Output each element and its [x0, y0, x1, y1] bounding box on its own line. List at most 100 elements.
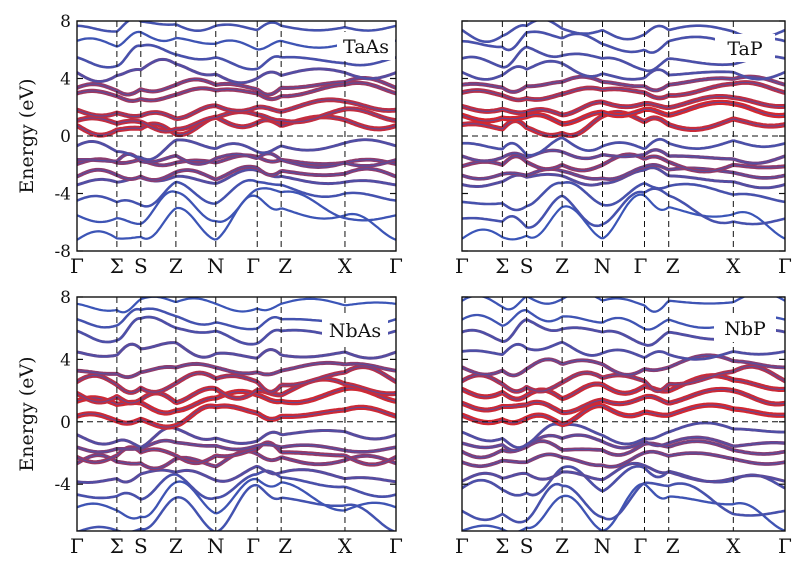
- y-tick-label: 8: [60, 288, 71, 308]
- kpoint-label: X: [338, 254, 353, 278]
- band-line-core: [77, 378, 396, 404]
- band-lines: [462, 297, 785, 531]
- band-line-core: [462, 388, 785, 414]
- band-line-core: [78, 484, 395, 531]
- kpoint-label: Z: [278, 534, 292, 558]
- band-line-core: [462, 375, 785, 400]
- band-line-core: [77, 405, 396, 428]
- kpoint-label: Γ: [246, 534, 260, 558]
- band-line-core: [462, 341, 785, 360]
- band-line-core: [77, 139, 396, 161]
- band-line: [77, 425, 396, 449]
- band-line-core: [462, 404, 785, 425]
- kpoint-label: Γ: [455, 254, 469, 278]
- band-line-core: [77, 426, 396, 448]
- axes-frame: [461, 296, 786, 532]
- y-axis-title: Energy (eV): [16, 78, 38, 193]
- band-line-core: [462, 164, 785, 180]
- y-tick-label: -8: [54, 242, 71, 262]
- kpoint-label: Γ: [634, 534, 648, 558]
- band-line-core: [77, 187, 396, 225]
- band-line-core: [462, 21, 785, 43]
- band-line-core: [462, 482, 785, 523]
- kpoint-label: Γ: [70, 534, 84, 558]
- band-line-core: [462, 46, 785, 72]
- band-line: [462, 464, 785, 497]
- kpoint-label: S: [134, 254, 148, 278]
- kpoint-label: S: [520, 254, 534, 278]
- band-line-core: [462, 354, 785, 376]
- material-label-box: [714, 314, 776, 342]
- band-line-core: [462, 167, 785, 189]
- material-label-box: [322, 316, 388, 344]
- band-line-core: [462, 465, 785, 496]
- kpoint-label: Σ: [495, 254, 509, 278]
- band-line-core: [77, 465, 396, 484]
- y-tick-label: 4: [60, 350, 71, 370]
- band-line-core: [462, 181, 785, 211]
- y-tick-label: 0: [60, 413, 71, 433]
- band-line-core: [462, 194, 785, 240]
- y-axis-title: Energy (eV): [16, 356, 38, 471]
- kpoint-label: X: [726, 534, 741, 558]
- band-line-core: [77, 470, 396, 500]
- kpoint-label: Γ: [778, 534, 792, 558]
- band-line-core: [77, 440, 396, 453]
- material-label-box: [715, 34, 775, 62]
- kpoint-label: S: [520, 534, 534, 558]
- kpoint-label: Γ: [389, 254, 403, 278]
- material-label-box: [337, 32, 395, 60]
- kpoint-label: N: [594, 534, 612, 558]
- band-line-core: [77, 297, 396, 313]
- band-line-core: [77, 44, 396, 70]
- kpoint-label: N: [207, 534, 225, 558]
- band-line-core: [77, 166, 396, 181]
- kpoint-label: X: [726, 254, 741, 278]
- band-line: [462, 180, 785, 212]
- band-line-core: [77, 342, 396, 359]
- kpoint-label: Z: [169, 534, 183, 558]
- band-line-core: [462, 422, 785, 449]
- kpoint-label: Z: [278, 254, 292, 278]
- kpoint-label: Γ: [634, 254, 648, 278]
- band-line-core: [462, 60, 785, 80]
- band-line-core: [462, 434, 785, 452]
- band-line-core: [462, 137, 785, 156]
- material-label: TaAs: [343, 36, 389, 58]
- kpoint-label: Z: [169, 254, 183, 278]
- y-tick-label: 4: [60, 70, 71, 90]
- band-line-core: [77, 478, 396, 519]
- y-tick-label: 0: [60, 127, 71, 147]
- material-label: TaP: [727, 38, 763, 60]
- band-line-core: [462, 149, 785, 164]
- band-line-core: [462, 297, 785, 313]
- kpoint-label: Σ: [110, 534, 124, 558]
- material-label: NbP: [724, 318, 766, 340]
- band-line-core: [462, 462, 785, 483]
- band-line-core: [462, 81, 785, 101]
- band-lines: [77, 21, 396, 241]
- kpoint-label: Γ: [389, 534, 403, 558]
- kpoint-label: Σ: [495, 534, 509, 558]
- band-lines: [462, 21, 785, 241]
- kpoint-label: Z: [555, 254, 569, 278]
- material-label: NbAs: [329, 320, 381, 342]
- band-line-core: [77, 366, 396, 394]
- band-line-core: [462, 483, 785, 531]
- axes-frame: [76, 296, 397, 532]
- band-line: [77, 341, 396, 360]
- kpoint-label: Γ: [246, 254, 260, 278]
- kpoint-label: Γ: [778, 254, 792, 278]
- kpoint-label: N: [594, 254, 612, 278]
- band-line-core: [77, 116, 396, 136]
- kpoint-label: Z: [666, 254, 680, 278]
- band-line-core: [77, 179, 396, 207]
- kpoint-label: Z: [555, 534, 569, 558]
- band-line: [77, 464, 396, 485]
- band-line-core: [77, 21, 396, 33]
